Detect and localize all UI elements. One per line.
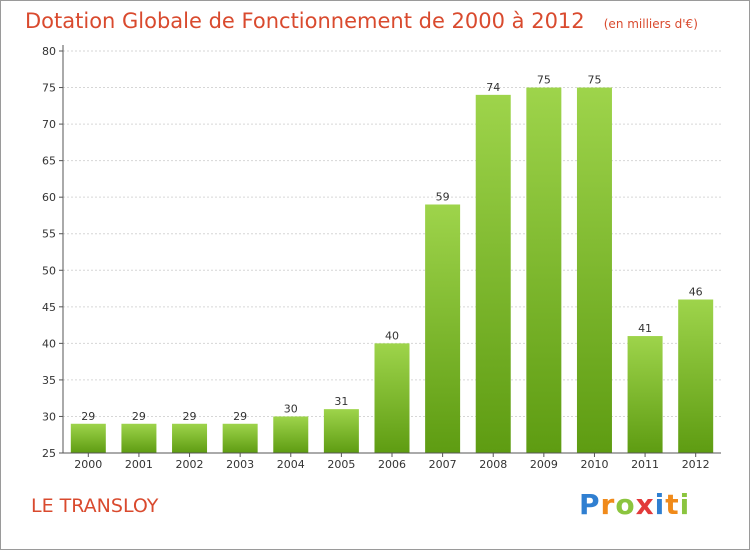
y-tick-label: 55	[42, 228, 56, 241]
x-tick-label: 2008	[479, 458, 507, 471]
bar-value-label: 31	[334, 395, 348, 408]
x-tick-label: 2002	[176, 458, 204, 471]
y-tick-label: 45	[42, 301, 56, 314]
x-tick-label: 2009	[530, 458, 558, 471]
bar	[222, 423, 258, 453]
x-tick-label: 2003	[226, 458, 254, 471]
title-line: Dotation Globale de Fonctionnement de 20…	[25, 9, 698, 33]
bar-value-label: 29	[132, 410, 146, 423]
y-tick-label: 50	[42, 264, 56, 277]
bar-value-label: 46	[689, 286, 703, 299]
bar-value-label: 29	[233, 410, 247, 423]
y-tick-label: 75	[42, 82, 56, 95]
bar-value-label: 30	[284, 402, 298, 415]
bar	[475, 94, 511, 453]
x-tick-label: 2011	[631, 458, 659, 471]
bar	[121, 423, 157, 453]
bar-value-label: 41	[638, 322, 652, 335]
bars	[70, 87, 714, 453]
x-tick-label: 2001	[125, 458, 153, 471]
x-tick-label: 2007	[429, 458, 457, 471]
bar-value-label: 29	[183, 410, 197, 423]
y-tick-label: 35	[42, 374, 56, 387]
brand-letter: i	[654, 488, 666, 521]
chart-unit-note: (en milliers d'€)	[603, 17, 698, 31]
x-tick-label: 2010	[580, 458, 608, 471]
y-tick-label: 60	[42, 191, 56, 204]
axes	[59, 45, 721, 457]
brand-logo: Proxiti	[579, 488, 690, 521]
bar-value-label: 75	[587, 74, 601, 87]
y-tick-label: 40	[42, 337, 56, 350]
bar	[273, 416, 309, 453]
commune-name: LE TRANSLOY	[31, 495, 159, 517]
y-tick-label: 25	[42, 447, 56, 460]
labels: 25 30 35 40 45 50 55 60 65 70 75 80 29 2000 29 2001 29 20…	[42, 45, 710, 471]
x-tick-label: 2005	[327, 458, 355, 471]
brand-letter: x	[635, 488, 655, 521]
x-tick-label: 2000	[74, 458, 102, 471]
bar	[627, 336, 663, 453]
brand-letter: P	[579, 488, 601, 521]
bar	[70, 423, 106, 453]
bar	[323, 409, 359, 453]
bar-value-label: 29	[81, 410, 95, 423]
bar-value-label: 74	[486, 81, 500, 94]
brand-letter: t	[665, 488, 680, 521]
y-tick-label: 70	[42, 118, 56, 131]
chart-title: Dotation Globale de Fonctionnement de 20…	[25, 9, 585, 33]
bar	[526, 87, 562, 453]
bar	[576, 87, 612, 453]
brand-letter: o	[615, 488, 636, 521]
bar	[425, 204, 461, 453]
x-tick-label: 2012	[682, 458, 710, 471]
brand-letter: r	[600, 488, 616, 521]
x-tick-label: 2004	[277, 458, 305, 471]
bar	[678, 299, 714, 453]
bar-value-label: 75	[537, 74, 551, 87]
bar	[374, 343, 410, 453]
bar-value-label: 59	[436, 190, 450, 203]
y-tick-label: 80	[42, 45, 56, 58]
y-tick-label: 65	[42, 155, 56, 168]
y-tick-label: 30	[42, 410, 56, 423]
x-tick-label: 2006	[378, 458, 406, 471]
bar	[172, 423, 208, 453]
brand-letter: i	[679, 488, 691, 521]
bar-value-label: 40	[385, 329, 399, 342]
